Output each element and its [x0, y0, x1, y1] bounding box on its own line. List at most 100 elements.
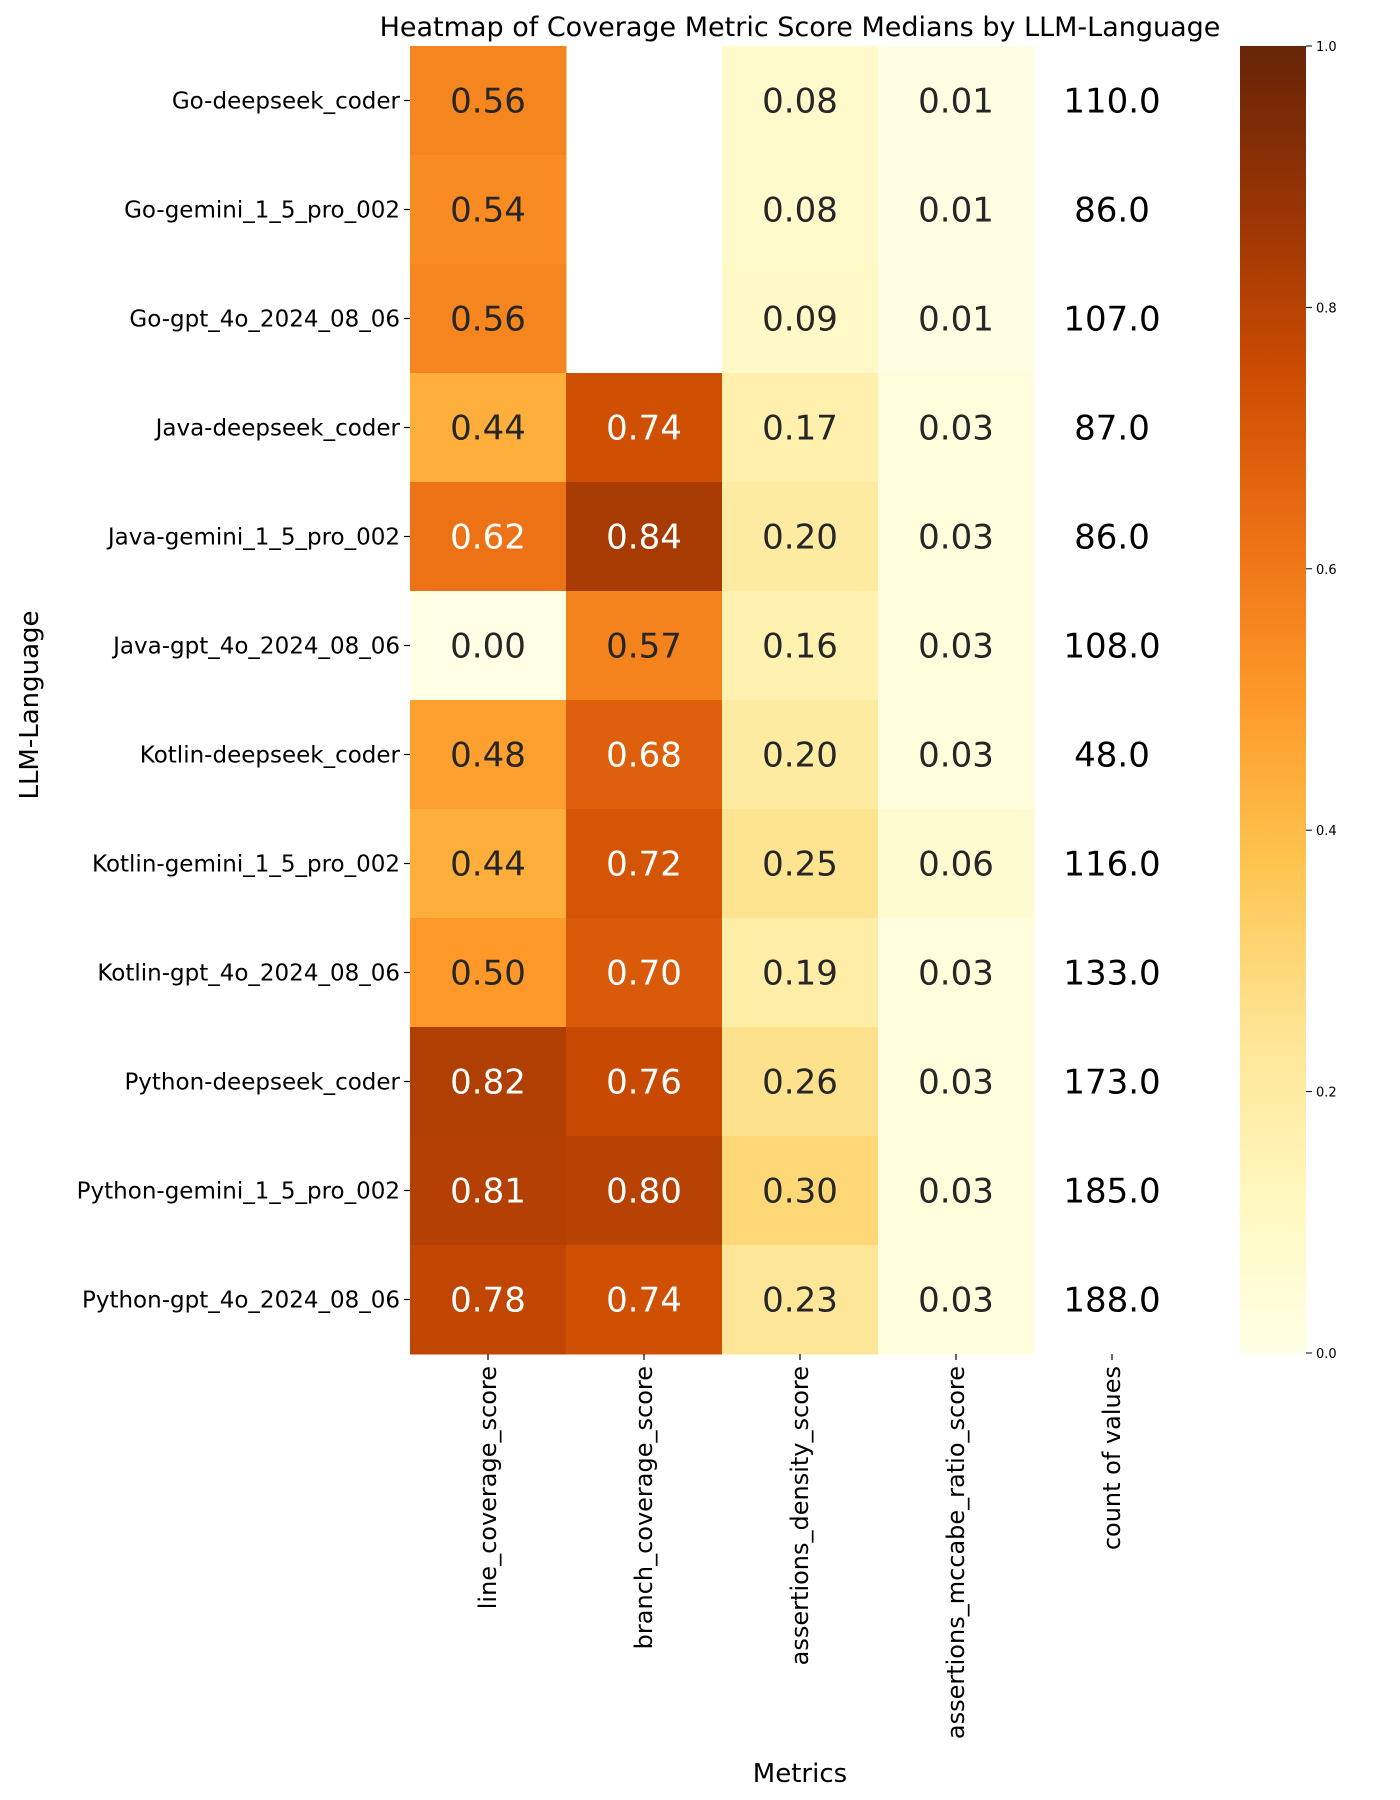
- column-labels: line_coverage_score branch_coverage_score…: [474, 1354, 1126, 1739]
- heatmap-cells: 0.56 0.08 0.01 110.0 0.54 0.08 0.01 86.0 0.56 0.0…: [410, 46, 1161, 1355]
- heatmap-cell: [878, 1245, 1035, 1355]
- cell-value-label: 0.16: [762, 627, 838, 667]
- heatmap-cell: [878, 482, 1035, 592]
- colorbar-tick-label: 0.4: [1316, 824, 1337, 839]
- cell-value-label: 188.0: [1063, 1281, 1160, 1321]
- cell-value-label: 87.0: [1074, 409, 1150, 449]
- cell-value-label: 0.17: [762, 409, 838, 449]
- cell-value-label: 0.03: [918, 736, 994, 776]
- cell-value-label: 0.68: [606, 736, 682, 776]
- cell-value-label: 86.0: [1074, 191, 1150, 231]
- heatmap-cell: [722, 46, 879, 156]
- row-label: Go-gpt_4o_2024_08_06: [129, 307, 400, 333]
- heatmap-cell: [878, 264, 1035, 374]
- cell-value-label: 0.74: [606, 409, 682, 449]
- cell-value-label: 173.0: [1063, 1063, 1160, 1103]
- heatmap-cell: [566, 809, 723, 919]
- heatmap-cell: [410, 700, 567, 810]
- heatmap-cell: [566, 700, 723, 810]
- heatmap-cell: [878, 155, 1035, 265]
- heatmap-cell: [722, 155, 879, 265]
- cell-value-label: 107.0: [1063, 300, 1160, 340]
- heatmap-cell: [878, 809, 1035, 919]
- heatmap-cell: [878, 700, 1035, 810]
- cell-value-label: 0.78: [450, 1281, 526, 1321]
- heatmap-cell: [566, 918, 723, 1028]
- heatmap-cell: [878, 1027, 1035, 1137]
- row-label: Kotlin-gpt_4o_2024_08_06: [97, 961, 400, 987]
- heatmap-cell: [410, 46, 567, 156]
- colorbar-tick-label: 1.0: [1316, 40, 1337, 55]
- heatmap-cell: [410, 591, 567, 701]
- cell-value-label: 0.25: [762, 845, 838, 885]
- heatmap-cell: [878, 918, 1035, 1028]
- cell-value-label: 0.50: [450, 954, 526, 994]
- heatmap-cell: [722, 482, 879, 592]
- cell-value-label: 0.44: [450, 845, 526, 885]
- cell-value-label: 0.72: [606, 845, 682, 885]
- colorbar-ticks: 0.0 0.2 0.4 0.6 0.8 1.0: [1306, 40, 1337, 1362]
- heatmap-cell: [722, 1027, 879, 1137]
- heatmap-cell: [566, 482, 723, 592]
- cell-value-label: 0.03: [918, 1063, 994, 1103]
- heatmap-cell: [878, 1136, 1035, 1246]
- heatmap-cell: [566, 1245, 723, 1355]
- cell-value-label: 0.20: [762, 736, 838, 776]
- heatmap-cell: [722, 809, 879, 919]
- cell-value-label: 0.19: [762, 954, 838, 994]
- cell-value-label: 0.54: [450, 191, 526, 231]
- cell-value-label: 0.56: [450, 300, 526, 340]
- cell-value-label: 185.0: [1063, 1172, 1160, 1212]
- row-label: Java-deepseek_coder: [154, 416, 401, 442]
- cell-value-label: 0.30: [762, 1172, 838, 1212]
- heatmap-cell: [410, 1245, 567, 1355]
- column-label: assertions_density_score: [786, 1366, 814, 1665]
- heatmap-cell: [566, 1136, 723, 1246]
- heatmap-cell: [410, 264, 567, 374]
- heatmap-cell: [722, 591, 879, 701]
- colorbar-gradient: [1240, 46, 1306, 1353]
- heatmap-cell: [722, 373, 879, 483]
- row-label: Kotlin-gemini_1_5_pro_002: [92, 852, 400, 878]
- cell-value-label: 0.26: [762, 1063, 838, 1103]
- cell-value-label: 0.01: [918, 300, 994, 340]
- cell-value-label: 0.82: [450, 1063, 526, 1103]
- column-label: count of values: [1098, 1366, 1126, 1550]
- heatmap-cell: [410, 918, 567, 1028]
- cell-value-label: 0.03: [918, 1172, 994, 1212]
- x-axis-label: Metrics: [753, 1759, 847, 1789]
- cell-value-label: 0.01: [918, 82, 994, 122]
- cell-value-label: 0.70: [606, 954, 682, 994]
- heatmap-cell: [410, 1027, 567, 1137]
- cell-value-label: 48.0: [1074, 736, 1150, 776]
- row-label: Go-deepseek_coder: [172, 89, 401, 115]
- cell-value-label: 0.03: [918, 627, 994, 667]
- cell-value-label: 0.74: [606, 1281, 682, 1321]
- cell-value-label: 0.03: [918, 518, 994, 558]
- cell-value-label: 110.0: [1063, 82, 1160, 122]
- cell-value-label: 0.57: [606, 627, 682, 667]
- heatmap-cell: [878, 373, 1035, 483]
- cell-value-label: 0.48: [450, 736, 526, 776]
- row-label: Kotlin-deepseek_coder: [140, 743, 401, 769]
- chart-title: Heatmap of Coverage Metric Score Medians…: [380, 12, 1221, 43]
- column-label: line_coverage_score: [474, 1366, 502, 1609]
- heatmap-cell: [722, 700, 879, 810]
- heatmap-cell: [566, 591, 723, 701]
- heatmap-cell: [878, 46, 1035, 156]
- row-labels: Go-deepseek_coder Go-gemini_1_5_pro_002 Go…: [77, 89, 410, 1314]
- row-label: Python-gpt_4o_2024_08_06: [82, 1288, 400, 1314]
- cell-value-label: 0.06: [918, 845, 994, 885]
- heatmap-cell: [410, 482, 567, 592]
- cell-value-label: 0.00: [450, 627, 526, 667]
- heatmap-cell: [410, 155, 567, 265]
- cell-value-label: 0.08: [762, 82, 838, 122]
- cell-value-label: 133.0: [1063, 954, 1160, 994]
- cell-value-label: 0.76: [606, 1063, 682, 1103]
- heatmap-cell: [410, 1136, 567, 1246]
- cell-value-label: 0.44: [450, 409, 526, 449]
- colorbar: 0.0 0.2 0.4 0.6 0.8 1.0: [1240, 40, 1337, 1362]
- heatmap-cell: [410, 809, 567, 919]
- cell-value-label: 0.03: [918, 409, 994, 449]
